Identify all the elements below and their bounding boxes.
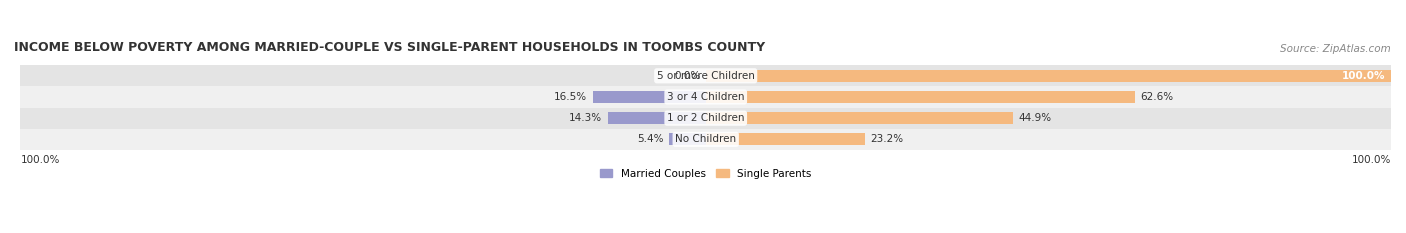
Text: INCOME BELOW POVERTY AMONG MARRIED-COUPLE VS SINGLE-PARENT HOUSEHOLDS IN TOOMBS : INCOME BELOW POVERTY AMONG MARRIED-COUPL… bbox=[14, 41, 765, 54]
Text: 62.6%: 62.6% bbox=[1140, 92, 1174, 102]
Bar bbox=[669, 133, 706, 145]
Bar bbox=[706, 112, 1014, 124]
Text: 5.4%: 5.4% bbox=[637, 134, 664, 144]
Text: Source: ZipAtlas.com: Source: ZipAtlas.com bbox=[1281, 44, 1391, 54]
Bar bbox=[593, 91, 706, 103]
Text: 100.0%: 100.0% bbox=[1351, 154, 1391, 164]
Bar bbox=[21, 86, 1391, 108]
Text: 5 or more Children: 5 or more Children bbox=[657, 71, 755, 81]
Text: 16.5%: 16.5% bbox=[554, 92, 588, 102]
Text: 0.0%: 0.0% bbox=[673, 71, 700, 81]
Text: 100.0%: 100.0% bbox=[21, 154, 60, 164]
Text: 23.2%: 23.2% bbox=[870, 134, 903, 144]
Bar bbox=[21, 65, 1391, 86]
Bar bbox=[706, 91, 1135, 103]
Text: 44.9%: 44.9% bbox=[1019, 113, 1052, 123]
Bar bbox=[706, 70, 1391, 82]
Bar bbox=[21, 108, 1391, 129]
Bar bbox=[21, 129, 1391, 150]
Text: 3 or 4 Children: 3 or 4 Children bbox=[666, 92, 744, 102]
Legend: Married Couples, Single Parents: Married Couples, Single Parents bbox=[600, 169, 811, 179]
Text: 14.3%: 14.3% bbox=[569, 113, 602, 123]
Bar bbox=[607, 112, 706, 124]
Text: 1 or 2 Children: 1 or 2 Children bbox=[666, 113, 744, 123]
Bar bbox=[706, 133, 865, 145]
Text: 100.0%: 100.0% bbox=[1341, 71, 1385, 81]
Text: No Children: No Children bbox=[675, 134, 737, 144]
